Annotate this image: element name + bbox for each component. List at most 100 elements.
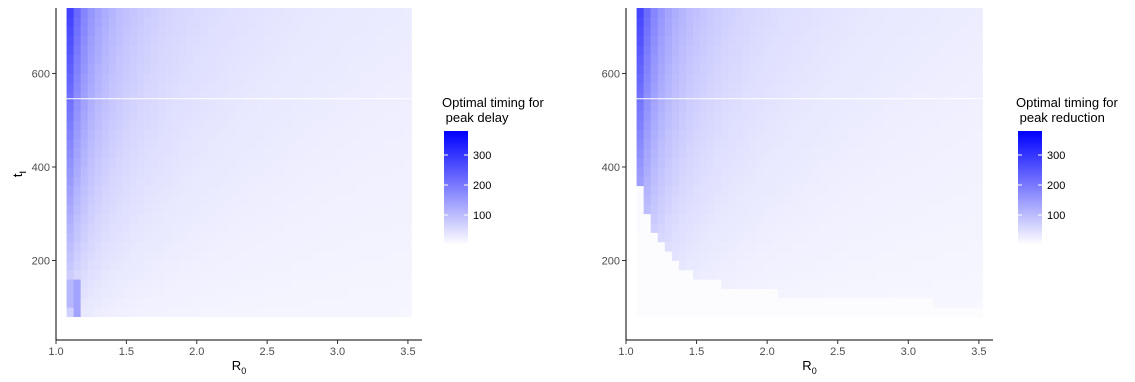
heatmap-cell — [735, 195, 743, 205]
heatmap-cell — [862, 176, 870, 187]
heatmap-cell — [721, 176, 729, 187]
heatmap-cell — [700, 241, 708, 252]
heatmap-cell — [940, 260, 948, 271]
heatmap-cell — [918, 36, 927, 46]
heatmap-cell — [664, 129, 673, 140]
heatmap-cell — [805, 120, 814, 130]
heatmap-cell — [975, 101, 983, 112]
heatmap-cell — [291, 64, 300, 74]
heatmap-cell — [228, 297, 236, 308]
heatmap-cell — [890, 213, 899, 224]
heatmap-cell — [136, 213, 145, 224]
heatmap-cell — [369, 36, 377, 46]
heatmap-cell — [777, 307, 786, 318]
heatmap-cell — [404, 26, 412, 37]
heatmap-cell — [115, 251, 124, 261]
heatmap-cell — [657, 269, 666, 280]
heatmap-cell — [664, 195, 673, 205]
heatmap-cell — [228, 288, 236, 299]
heatmap-cell — [193, 36, 201, 46]
heatmap-cell — [122, 251, 131, 261]
heatmap-cell — [954, 232, 962, 243]
heatmap-cell — [841, 129, 849, 140]
x-tick-label: 2.5 — [830, 346, 845, 358]
heatmap-cell — [933, 279, 941, 289]
heatmap-cell — [756, 120, 765, 130]
heatmap-cell — [334, 176, 342, 187]
heatmap-cell — [200, 251, 208, 261]
heatmap-cell — [749, 204, 757, 215]
heatmap-cell — [362, 166, 370, 177]
heatmap-cell — [798, 288, 807, 299]
heatmap-cell — [841, 82, 849, 93]
heatmap-cell — [122, 297, 131, 308]
heatmap-cell — [749, 101, 757, 112]
heatmap-cell — [904, 166, 913, 177]
heatmap-cell — [207, 251, 215, 261]
heatmap-cell — [326, 307, 335, 318]
heatmap-cell — [270, 223, 279, 233]
heatmap-cell — [820, 232, 828, 243]
heatmap-cell — [256, 148, 265, 159]
heatmap-cell — [813, 120, 821, 130]
heatmap-cell — [855, 232, 863, 243]
heatmap-cell — [242, 54, 250, 65]
heatmap-cell — [235, 195, 243, 205]
heatmap-cell — [897, 241, 906, 252]
heatmap-cell — [270, 288, 279, 299]
heatmap-cell — [848, 223, 856, 233]
heatmap-cell — [735, 82, 743, 93]
heatmap-cell — [855, 110, 863, 121]
heatmap-cell — [869, 260, 877, 271]
heatmap-cell — [277, 195, 286, 205]
heatmap-cell — [897, 157, 906, 168]
heatmap-cell — [798, 241, 807, 252]
heatmap-cell — [784, 26, 793, 37]
heatmap-cell — [848, 82, 856, 93]
heatmap-cell — [249, 251, 257, 261]
heatmap-cell — [728, 157, 736, 168]
heatmap-cell — [165, 82, 173, 93]
heatmap-cell — [890, 120, 899, 130]
heatmap-cell — [277, 138, 286, 149]
heatmap-cell — [207, 195, 215, 205]
heatmap-cell — [108, 101, 117, 112]
heatmap-cell — [305, 157, 314, 168]
heatmap-cell — [763, 195, 772, 205]
heatmap-cell — [73, 166, 82, 177]
heatmap-cell — [362, 54, 370, 65]
heatmap-cell — [961, 36, 969, 46]
heatmap-cell — [298, 129, 307, 140]
heatmap-cell — [277, 36, 286, 46]
heatmap-cell — [165, 64, 173, 74]
heatmap-cell — [214, 36, 222, 46]
heatmap-cell — [73, 8, 82, 18]
heatmap-cell — [770, 73, 779, 84]
heatmap-cell — [876, 157, 885, 168]
heatmap-cell — [362, 269, 370, 280]
heatmap-cell — [186, 64, 194, 74]
heatmap-cell — [827, 157, 835, 168]
heatmap-cell — [151, 26, 159, 37]
heatmap-cell — [284, 129, 293, 140]
heatmap-cell — [657, 82, 666, 93]
heatmap-cell — [855, 260, 863, 271]
heatmap-cell — [207, 279, 215, 289]
heatmap-cell — [933, 288, 941, 299]
heatmap-cell — [136, 129, 145, 140]
heatmap-cell — [700, 307, 708, 318]
heatmap-cell — [390, 45, 398, 56]
heatmap-cell — [813, 223, 821, 233]
heatmap-cell — [383, 195, 391, 205]
heatmap-cell — [151, 157, 159, 168]
heatmap-cell — [664, 204, 673, 215]
heatmap-cell — [80, 157, 89, 168]
heatmap-cell — [404, 45, 412, 56]
heatmap-cell — [319, 129, 328, 140]
heatmap-cell — [122, 260, 131, 271]
heatmap-cell — [947, 148, 955, 159]
heatmap-cell — [179, 166, 187, 177]
heatmap-cell — [777, 148, 786, 159]
heatmap-cell — [397, 241, 405, 252]
heatmap-cell — [186, 8, 194, 18]
